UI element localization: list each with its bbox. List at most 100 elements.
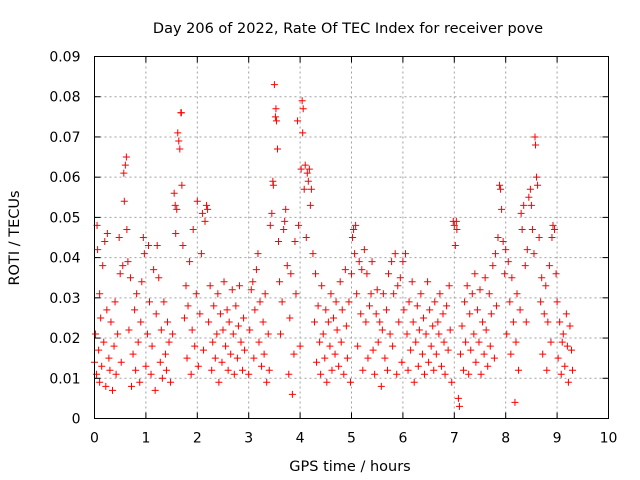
y-tick-label: 0.09 <box>49 50 80 66</box>
data-point <box>351 250 359 258</box>
data-point <box>199 346 207 354</box>
data-point <box>332 298 340 306</box>
data-point <box>110 342 118 350</box>
data-point <box>352 221 360 229</box>
y-tick-label: 0.01 <box>49 371 80 387</box>
data-point <box>378 326 386 334</box>
data-point <box>327 290 335 298</box>
data-point <box>108 386 116 394</box>
data-point <box>122 153 130 161</box>
data-point <box>287 270 295 278</box>
data-point <box>343 354 351 362</box>
data-point <box>437 362 445 370</box>
data-point <box>400 306 408 314</box>
data-point <box>509 318 517 326</box>
data-point <box>415 326 423 334</box>
data-point <box>557 370 565 378</box>
data-point <box>133 290 141 298</box>
data-point <box>153 242 161 250</box>
data-point <box>169 330 177 338</box>
data-point <box>497 185 505 193</box>
y-tick-label: 0.08 <box>49 90 80 106</box>
data-point <box>187 370 195 378</box>
data-point <box>112 370 120 378</box>
data-point <box>516 306 524 314</box>
data-point <box>405 298 413 306</box>
data-point <box>273 145 281 153</box>
data-point <box>211 354 219 362</box>
data-point <box>522 318 530 326</box>
data-point <box>322 306 330 314</box>
data-point <box>229 330 237 338</box>
data-point <box>335 362 343 370</box>
data-point <box>340 370 348 378</box>
data-point <box>517 209 525 217</box>
data-point <box>456 350 464 358</box>
data-point <box>432 350 440 358</box>
data-point <box>158 374 166 382</box>
data-point <box>566 322 574 330</box>
data-point <box>216 310 224 318</box>
data-point <box>420 370 428 378</box>
data-point <box>567 346 575 354</box>
data-point <box>558 338 566 346</box>
data-point <box>485 290 493 298</box>
data-point <box>144 242 152 250</box>
data-point <box>507 350 515 358</box>
data-point <box>461 298 469 306</box>
data-point <box>523 246 531 254</box>
data-point <box>537 298 545 306</box>
data-point <box>427 342 435 350</box>
data-point <box>471 270 479 278</box>
data-point <box>348 270 355 278</box>
data-point <box>542 282 550 290</box>
data-point <box>455 402 463 410</box>
data-point <box>412 338 420 346</box>
data-point <box>393 370 401 378</box>
data-point <box>346 378 354 386</box>
data-point <box>220 278 228 286</box>
data-point <box>360 246 368 254</box>
data-point <box>175 137 183 145</box>
data-point <box>260 350 268 358</box>
data-point <box>535 234 543 241</box>
data-point <box>286 314 294 322</box>
data-point <box>389 342 397 350</box>
data-point <box>206 282 214 290</box>
data-point <box>240 314 248 322</box>
data-point <box>487 310 495 318</box>
data-point <box>232 302 240 310</box>
data-point <box>103 306 111 314</box>
data-point <box>167 378 175 386</box>
data-point <box>233 354 241 362</box>
data-point <box>145 298 153 306</box>
data-point <box>376 318 384 326</box>
data-point <box>540 310 548 318</box>
data-point <box>307 185 315 193</box>
data-point <box>453 225 461 233</box>
data-point <box>512 338 520 346</box>
data-point <box>533 173 541 181</box>
data-point <box>114 330 122 338</box>
data-point <box>214 290 222 298</box>
data-point <box>136 378 144 386</box>
data-point <box>204 205 212 213</box>
data-point <box>489 262 497 270</box>
data-point <box>426 306 434 314</box>
data-point <box>138 278 146 286</box>
data-point <box>210 302 218 310</box>
data-point <box>444 346 452 354</box>
data-point <box>552 270 560 278</box>
data-point <box>399 258 407 266</box>
data-point <box>345 298 353 306</box>
data-point <box>458 322 466 330</box>
x-tick-label: 0 <box>90 431 99 447</box>
data-point <box>429 322 437 330</box>
data-point <box>282 205 290 213</box>
data-point <box>129 350 137 358</box>
data-point <box>417 290 425 298</box>
data-point <box>548 234 556 241</box>
data-point <box>162 366 170 374</box>
data-point <box>268 209 276 217</box>
